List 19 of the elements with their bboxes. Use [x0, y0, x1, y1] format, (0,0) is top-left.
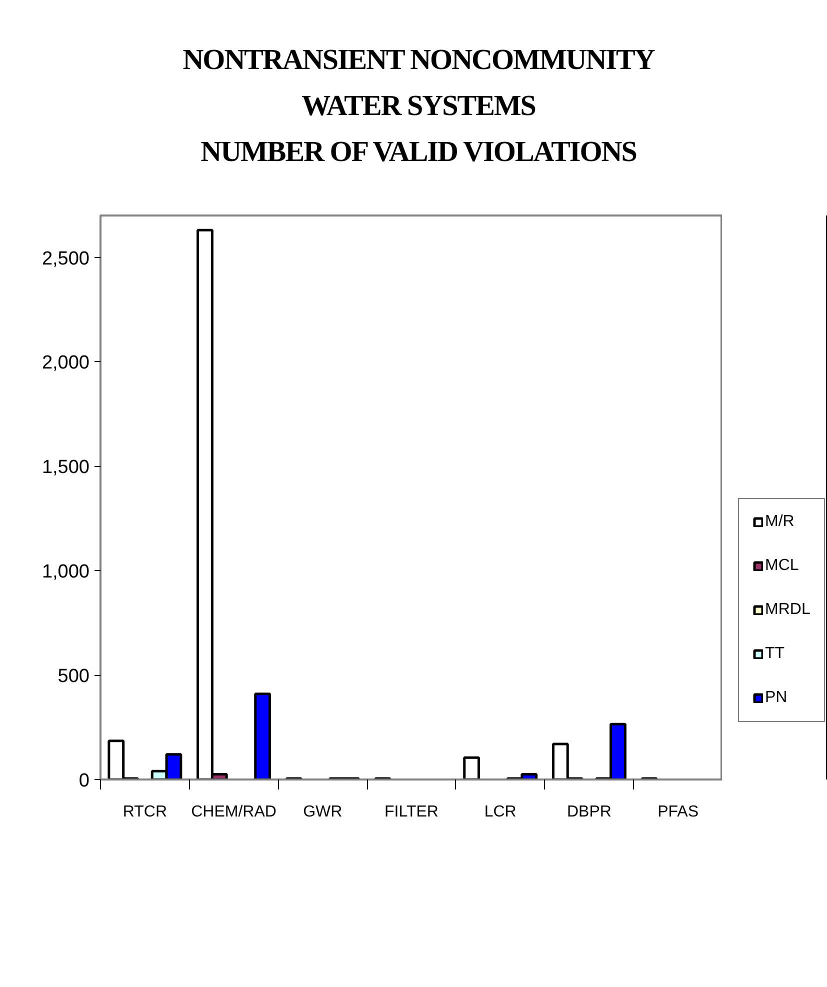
legend-label: M/R — [765, 513, 794, 531]
legend-label: TT — [765, 645, 785, 663]
y-tick-label: 2,500 — [42, 248, 90, 270]
y-tick-label: 1,000 — [42, 562, 90, 583]
x-tick-label: LCR — [484, 804, 516, 820]
x-tick-label: CHEM/RAD — [191, 804, 276, 820]
legend-label: MRDL — [765, 601, 810, 619]
x-tick-label: GWR — [303, 804, 342, 820]
x-tick-label: FILTER — [384, 804, 438, 820]
x-tick-label: RTCR — [122, 804, 168, 820]
x-tick-label: DBPR — [566, 804, 612, 820]
x-tick-label: PFAS — [658, 804, 699, 820]
y-tick-label: 1,500 — [42, 457, 90, 478]
legend-label: MCL — [765, 557, 799, 575]
y-tick-label: 500 — [58, 666, 90, 688]
chart-title: NONTRANSIENT NONCOMMUNITY WATER SYSTEMS NUMBER OF VALID VIOLATIONS — [182, 43, 654, 170]
y-tick-label: 2,000 — [42, 352, 90, 374]
y-tick-label: 0 — [78, 770, 90, 792]
legend-label: PN — [765, 689, 788, 707]
